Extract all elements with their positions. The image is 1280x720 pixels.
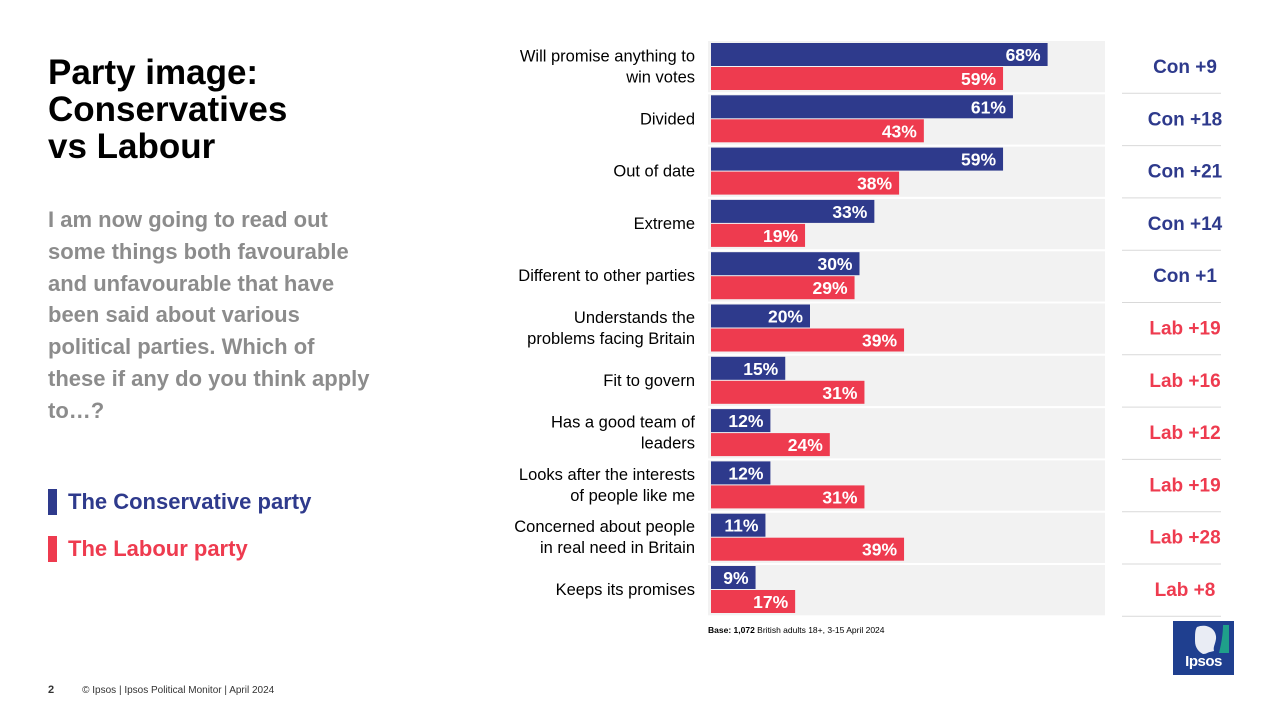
bar-labour	[711, 223, 806, 247]
legend-label-labour: The Labour party	[68, 536, 248, 561]
bar-labour	[711, 276, 855, 300]
difference-label: Lab +8	[1155, 580, 1216, 601]
value-label-conservative: 59%	[961, 150, 996, 170]
value-label-conservative: 15%	[743, 359, 778, 379]
category-label: Extreme	[634, 215, 695, 233]
footer: 2 © Ipsos | Ipsos Political Monitor | Ap…	[48, 684, 274, 696]
base-note-prefix: Base:	[708, 625, 732, 635]
base-note-number: 1,072	[733, 625, 755, 635]
bar-conservative	[711, 566, 756, 589]
difference-label: Con +1	[1153, 266, 1217, 287]
value-label-labour: 24%	[788, 435, 823, 455]
difference-label: Lab +19	[1149, 319, 1220, 340]
category-label: Has a good team of	[551, 414, 695, 432]
bar-labour	[711, 380, 865, 404]
bar-conservative	[711, 409, 771, 433]
bar-conservative	[711, 461, 771, 485]
value-label-conservative: 12%	[728, 463, 763, 483]
legend-item-labour: The Labour party	[48, 536, 248, 562]
value-label-conservative: 61%	[971, 97, 1006, 117]
category-label: Different to other parties	[518, 267, 695, 285]
bar-labour	[711, 171, 900, 195]
bar-conservative	[711, 43, 1048, 66]
bar-labour	[711, 590, 796, 613]
bar-labour	[711, 433, 830, 457]
category-label: in real need in Britain	[540, 539, 695, 557]
bar-labour	[711, 67, 1004, 90]
legend-item-conservative: The Conservative party	[48, 489, 311, 515]
ipsos-logo: Ipsos	[1173, 621, 1234, 675]
value-label-labour: 31%	[822, 383, 857, 403]
category-label: Will promise anything to	[520, 48, 695, 66]
page-number: 2	[48, 684, 55, 696]
category-label: Out of date	[613, 163, 695, 181]
value-label-labour: 39%	[862, 540, 897, 560]
category-label: problems facing Britain	[527, 330, 695, 348]
value-label-labour: 31%	[822, 487, 857, 507]
category-label: leaders	[641, 435, 695, 453]
value-label-conservative: 68%	[1006, 45, 1041, 65]
value-label-conservative: 33%	[832, 202, 867, 222]
value-label-conservative: 30%	[817, 254, 852, 274]
bar-conservative	[711, 513, 766, 537]
bar-conservative	[711, 304, 810, 328]
category-label: of people like me	[570, 487, 695, 505]
value-label-labour: 19%	[763, 226, 798, 246]
value-label-labour: 29%	[813, 278, 848, 298]
category-label: Looks after the interests	[519, 466, 695, 484]
base-note: Base: 1,072 British adults 18+, 3-15 Apr…	[708, 625, 885, 635]
category-label: Understands the	[574, 309, 695, 327]
survey-question: I am now going to read out some things b…	[48, 207, 370, 423]
bar-conservative	[711, 199, 875, 223]
bar-labour	[711, 485, 865, 509]
value-label-conservative: 20%	[768, 307, 803, 327]
logo-text: Ipsos	[1185, 653, 1222, 670]
difference-label: Con +9	[1153, 57, 1217, 78]
value-label-conservative: 9%	[723, 568, 749, 588]
bar-conservative	[711, 356, 786, 380]
category-label: win votes	[625, 69, 695, 87]
category-label: Fit to govern	[603, 372, 695, 390]
footer-text: © Ipsos | Ipsos Political Monitor | Apri…	[82, 684, 275, 696]
category-label: Keeps its promises	[556, 581, 695, 599]
value-label-labour: 43%	[882, 121, 917, 141]
value-label-labour: 59%	[961, 69, 996, 89]
bar-labour	[711, 537, 905, 561]
value-label-conservative: 11%	[724, 516, 758, 536]
difference-label: Con +14	[1148, 214, 1223, 235]
bar-labour	[711, 119, 924, 143]
legend-label-conservative: The Conservative party	[68, 489, 312, 514]
legend-swatch-labour	[48, 536, 57, 562]
bar-conservative	[711, 252, 860, 276]
bar-labour	[711, 328, 905, 352]
legend-swatch-conservative	[48, 489, 57, 515]
difference-label: Lab +19	[1149, 475, 1220, 496]
base-note-text: British adults 18+, 3-15 April 2024	[754, 625, 885, 635]
value-label-labour: 17%	[753, 592, 788, 612]
category-label: Concerned about people	[514, 518, 695, 536]
bar-conservative	[711, 95, 1013, 119]
value-label-conservative: 12%	[728, 411, 763, 431]
category-label: Divided	[640, 110, 695, 128]
difference-label: Lab +12	[1149, 423, 1220, 444]
difference-label: Con +21	[1148, 162, 1223, 183]
difference-label: Lab +28	[1149, 528, 1220, 549]
logo-head-icon	[1195, 625, 1229, 654]
page-title: Party image: Conservatives vs Labour	[48, 53, 288, 166]
difference-label: Lab +16	[1149, 371, 1220, 392]
difference-label: Con +18	[1148, 109, 1222, 130]
bar-conservative	[711, 147, 1004, 171]
value-label-labour: 39%	[862, 331, 897, 351]
value-label-labour: 38%	[857, 174, 892, 194]
